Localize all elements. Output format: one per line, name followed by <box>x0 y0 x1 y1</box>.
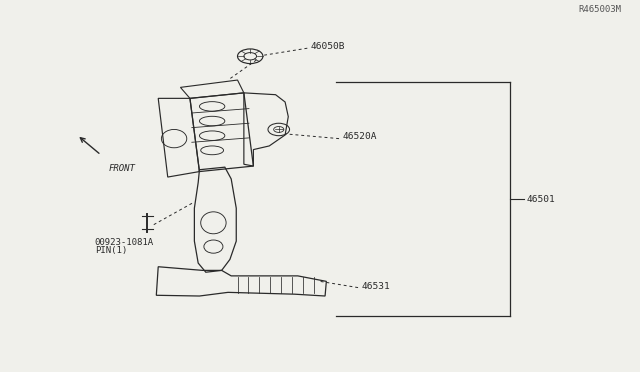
Text: PIN(1): PIN(1) <box>95 246 127 255</box>
Text: FRONT: FRONT <box>109 164 136 173</box>
Text: 46520A: 46520A <box>342 132 377 141</box>
Text: 46531: 46531 <box>361 282 390 291</box>
Text: 00923-1081A: 00923-1081A <box>95 238 154 247</box>
Text: 46050B: 46050B <box>310 42 345 51</box>
Text: 46501: 46501 <box>526 195 555 203</box>
Text: R465003M: R465003M <box>579 5 621 14</box>
